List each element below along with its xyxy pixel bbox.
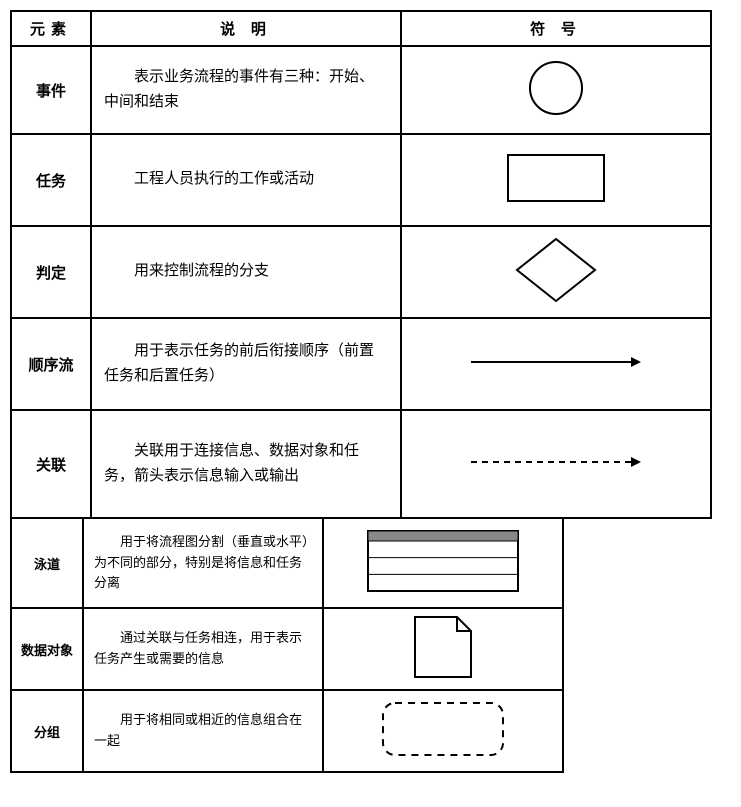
table-row: 判定 用来控制流程的分支 [11,226,711,318]
table-row: 事件 表示业务流程的事件有三种：开始、中间和结束 [11,46,711,134]
doc-icon [332,615,554,679]
element-description: 工程人员执行的工作或活动 [91,134,401,226]
legend-table-2: 泳道 用于将流程图分割（垂直或水平）为不同的部分，特别是将信息和任务分离 数据对… [10,517,564,773]
dashed-rect-icon [332,701,554,757]
arrow-dashed-icon [410,454,702,470]
element-name: 分组 [11,690,83,772]
element-description: 表示业务流程的事件有三种：开始、中间和结束 [91,46,401,134]
circle-icon [410,58,702,118]
element-symbol [401,134,711,226]
element-name: 数据对象 [11,608,83,690]
element-description: 用于将流程图分割（垂直或水平）为不同的部分，特别是将信息和任务分离 [83,518,323,608]
element-symbol [323,690,563,772]
element-name: 判定 [11,226,91,318]
header-symbol: 符 号 [401,11,711,46]
arrow-solid-icon [410,354,702,370]
element-description: 关联用于连接信息、数据对象和任务，箭头表示信息输入或输出 [91,410,401,518]
element-symbol [401,226,711,318]
element-symbol [401,46,711,134]
element-symbol [401,410,711,518]
header-description: 说 明 [91,11,401,46]
header-row: 元素 说 明 符 号 [11,11,711,46]
element-name: 事件 [11,46,91,134]
table-row: 泳道 用于将流程图分割（垂直或水平）为不同的部分，特别是将信息和任务分离 [11,518,563,608]
element-description: 用于将相同或相近的信息组合在一起 [83,690,323,772]
element-symbol [401,318,711,410]
element-name: 泳道 [11,518,83,608]
element-description: 用于表示任务的前后衔接顺序（前置任务和后置任务） [91,318,401,410]
table-row: 关联 关联用于连接信息、数据对象和任务，箭头表示信息输入或输出 [11,410,711,518]
element-name: 关联 [11,410,91,518]
rect-icon [410,153,702,203]
table-row: 分组 用于将相同或相近的信息组合在一起 [11,690,563,772]
swimlane-icon [332,529,554,593]
element-symbol [323,608,563,690]
element-description: 用来控制流程的分支 [91,226,401,318]
table-row: 顺序流 用于表示任务的前后衔接顺序（前置任务和后置任务） [11,318,711,410]
element-name: 任务 [11,134,91,226]
table-row: 数据对象 通过关联与任务相连，用于表示任务产生或需要的信息 [11,608,563,690]
legend-table-1: 元素 说 明 符 号 事件 表示业务流程的事件有三种：开始、中间和结束任务 工程… [10,10,712,519]
table-row: 任务 工程人员执行的工作或活动 [11,134,711,226]
element-symbol [323,518,563,608]
element-name: 顺序流 [11,318,91,410]
diamond-icon [410,237,702,303]
element-description: 通过关联与任务相连，用于表示任务产生或需要的信息 [83,608,323,690]
header-element: 元素 [11,11,91,46]
